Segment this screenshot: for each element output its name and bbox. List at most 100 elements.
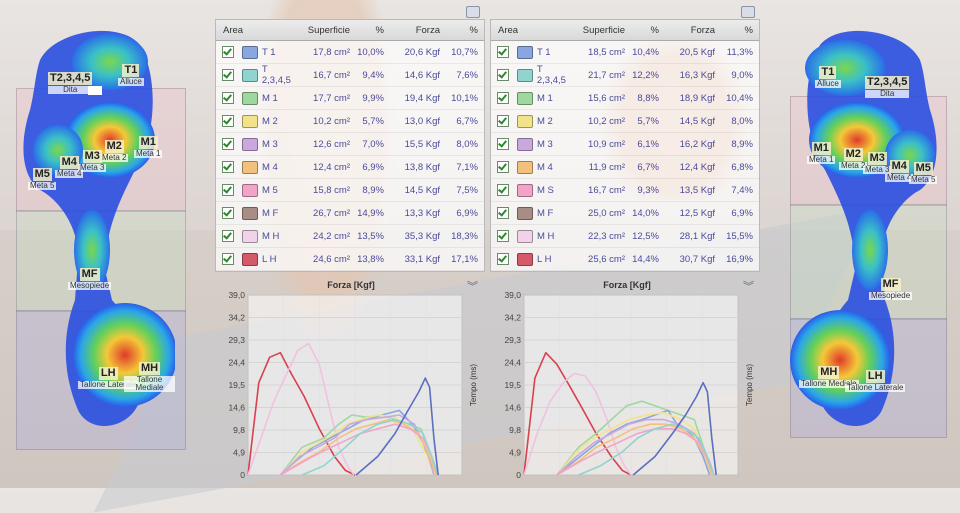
row-checkbox[interactable] [222,46,234,58]
row-checkbox[interactable] [222,69,234,81]
table-row[interactable]: M 1 17,7 cm² 9,9% 19,4 Kgf 10,1% [216,87,484,110]
row-checkbox[interactable] [497,115,509,127]
header-superficie[interactable]: Superficie [307,24,350,36]
header-area[interactable]: Area [498,24,519,36]
double-chevron-icon[interactable]: ︾ [743,281,754,293]
table-row[interactable]: M 1 15,6 cm² 8,8% 18,9 Kgf 10,4% [491,87,759,110]
x-tick-label: 163 [553,477,567,478]
forza-pct-cell: 8,0% [456,138,478,150]
row-checkbox[interactable] [497,207,509,219]
row-checkbox[interactable] [497,230,509,242]
pin-icon[interactable] [741,6,755,18]
x-tick-label: 817 [695,477,709,478]
table-row[interactable]: L H 25,6 cm² 14,4% 30,7 Kgf 16,9% [491,248,759,271]
row-checkbox[interactable] [497,46,509,58]
row-checkbox[interactable] [497,184,509,196]
color-swatch [517,183,533,197]
pin-icon[interactable] [466,6,480,18]
table-row[interactable]: M 3 12,6 cm² 7,0% 15,5 Kgf 8,0% [216,133,484,156]
forza-pct-cell: 6,8% [731,161,753,173]
double-chevron-icon[interactable]: ︾ [467,281,478,293]
forza-cell: 20,5 Kgf [679,46,715,58]
table-row[interactable]: M F 26,7 cm² 14,9% 13,3 Kgf 6,9% [216,202,484,225]
superficie-pct-cell: 10,0% [357,46,384,58]
area-name: M 4 [262,161,278,173]
area-name: M 3 [262,138,278,150]
row-checkbox[interactable] [222,184,234,196]
superficie-cell: 21,7 cm² [588,69,625,81]
color-swatch [517,45,533,59]
header-pct[interactable]: % [650,24,659,36]
x-tick-label: 0 [522,477,527,478]
table-row[interactable]: T 2,3,4,5 16,7 cm² 9,4% 14,6 Kgf 7,6% [216,64,484,87]
right-force-chart: 0 4,9 9,8 14,6 19,5 24,4 29,3 34,2 39,0 0 163 327 49… [494,278,760,478]
color-swatch [242,114,258,128]
superficie-pct-cell: 9,4% [362,69,384,81]
row-checkbox[interactable] [497,253,509,265]
area-name: M 4 [537,161,553,173]
forza-pct-cell: 17,1% [451,253,478,265]
forza-cell: 19,4 Kgf [404,92,440,104]
table-row[interactable]: M 2 10,2 cm² 5,7% 13,0 Kgf 6,7% [216,110,484,133]
table-row[interactable]: M 4 11,9 cm² 6,7% 12,4 Kgf 6,8% [491,156,759,179]
forza-pct-cell: 18,3% [451,230,478,242]
row-checkbox[interactable] [222,207,234,219]
series-line-2 [556,400,713,476]
row-checkbox[interactable] [222,161,234,173]
table-row[interactable]: M 4 12,4 cm² 6,9% 13,8 Kgf 7,1% [216,156,484,179]
row-checkbox[interactable] [222,115,234,127]
header-area[interactable]: Area [223,24,244,36]
header-pct[interactable]: % [375,24,384,36]
header-forza[interactable]: Forza [690,24,715,36]
y-tick-label: 29,3 [504,335,521,345]
forza-pct-cell: 7,1% [456,161,478,173]
header-pct-forza[interactable]: % [469,24,478,36]
area-cell: M H [491,229,574,243]
area-cell: T 2,3,4,5 [491,64,574,86]
color-swatch [241,68,258,82]
table-row[interactable]: T 2,3,4,5 21,7 cm² 12,2% 16,3 Kgf 9,0% [491,64,759,87]
row-checkbox[interactable] [222,92,234,104]
row-checkbox[interactable] [222,230,234,242]
row-checkbox[interactable] [497,92,509,104]
table-row[interactable]: M H 24,2 cm² 13,5% 35,3 Kgf 18,3% [216,225,484,248]
table-row[interactable]: M 5 15,8 cm² 8,9% 14,5 Kgf 7,5% [216,179,484,202]
left-label-lh: LH Tallone Laterale [78,367,139,389]
area-cell: M 1 [491,91,574,105]
forza-cell: 14,5 Kgf [679,115,715,127]
table-row[interactable]: M 3 10,9 cm² 6,1% 16,2 Kgf 8,9% [491,133,759,156]
series-line-9 [355,377,439,476]
x-tick-label: 0 [246,477,251,478]
forza-cell: 35,3 Kgf [404,230,440,242]
table-row[interactable]: M 2 10,2 cm² 5,7% 14,5 Kgf 8,0% [491,110,759,133]
header-forza[interactable]: Forza [415,24,440,36]
superficie-cell: 12,6 cm² [313,138,350,150]
row-checkbox[interactable] [497,138,509,150]
left-label-m3: M3 Meta 3 [78,150,107,172]
forza-pct-cell: 7,6% [456,69,478,81]
area-name: T 1 [262,46,276,58]
table-row[interactable]: T 1 17,8 cm² 10,0% 20,6 Kgf 10,7% [216,41,484,64]
x-tick-label: 327 [588,477,602,478]
y-tick-label: 24,4 [504,358,521,368]
superficie-cell: 10,2 cm² [313,115,350,127]
row-checkbox[interactable] [497,69,509,81]
forza-cell: 14,5 Kgf [404,184,440,196]
row-checkbox[interactable] [222,138,234,150]
header-pct-forza[interactable]: % [744,24,753,36]
table-row[interactable]: M H 22,3 cm² 12,5% 28,1 Kgf 15,5% [491,225,759,248]
table-row[interactable]: L H 24,6 cm² 13,8% 33,1 Kgf 17,1% [216,248,484,271]
table-row[interactable]: M S 16,7 cm² 9,3% 13,5 Kgf 7,4% [491,179,759,202]
forza-cell: 12,4 Kgf [679,161,715,173]
table-row[interactable]: M F 25,0 cm² 14,0% 12,5 Kgf 6,9% [491,202,759,225]
color-swatch [516,68,533,82]
row-checkbox[interactable] [222,253,234,265]
right-foot-pressure-map: T1 Alluce T2,3,4,5 Dita M1 Meta 1 M2 Meta 2 … [785,0,960,488]
area-cell: M F [216,206,299,220]
header-superficie[interactable]: Superficie [582,24,625,36]
table-row[interactable]: T 1 18,5 cm² 10,4% 20,5 Kgf 11,3% [491,41,759,64]
row-checkbox[interactable] [497,161,509,173]
superficie-cell: 25,6 cm² [588,253,625,265]
forza-cell: 13,3 Kgf [404,207,440,219]
area-cell: M 1 [216,91,299,105]
